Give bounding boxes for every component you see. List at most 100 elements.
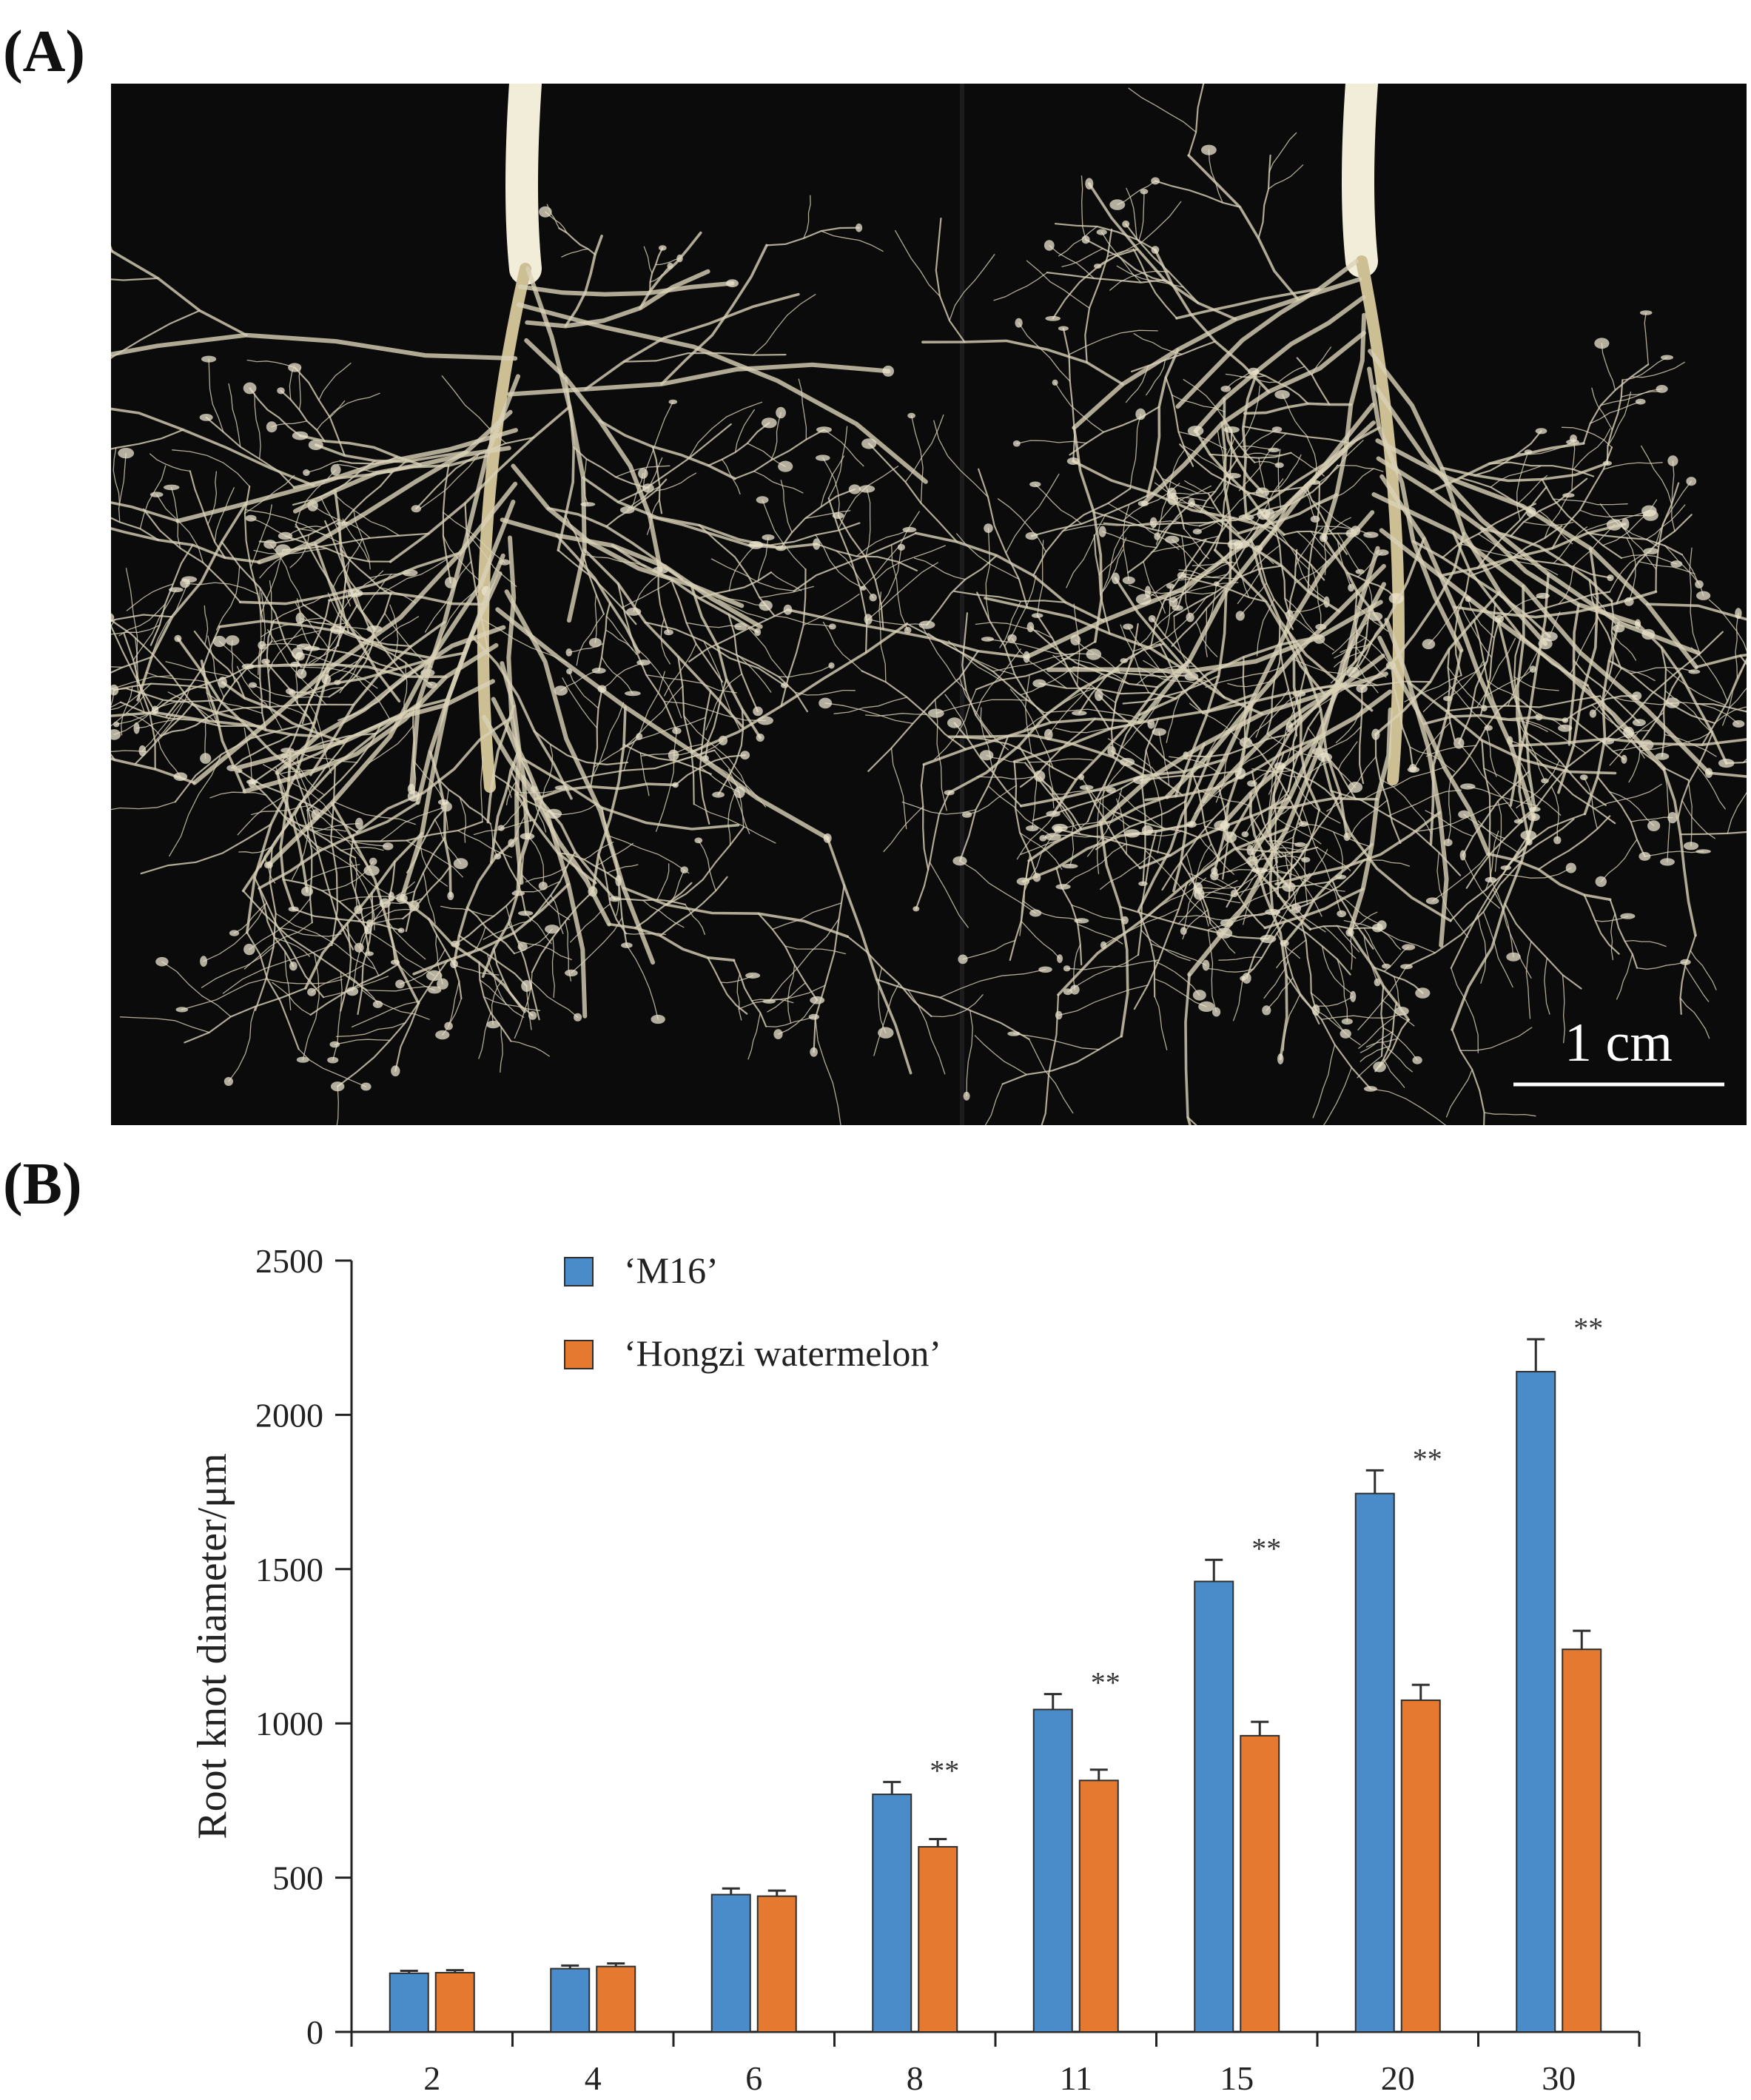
root-strand [1132, 248, 1177, 319]
root-strand [1227, 679, 1275, 688]
root-strand [734, 409, 756, 453]
root-knot [1274, 762, 1286, 770]
root-knot [1140, 189, 1149, 195]
root-strand [1380, 985, 1385, 1057]
root-knot [307, 987, 317, 996]
root-strand [1266, 643, 1283, 735]
root-strand [1319, 440, 1364, 483]
root-strand [1516, 759, 1560, 808]
root-strand [1523, 521, 1574, 526]
root-strand [698, 571, 773, 600]
root-strand [1602, 499, 1658, 546]
root-strand [649, 246, 664, 292]
bar-hongzi [756, 1895, 797, 2033]
root-knot [330, 625, 345, 634]
root-knot [331, 1081, 345, 1092]
root-knot [1570, 435, 1577, 443]
root-strand [214, 487, 235, 543]
root-knot [296, 643, 312, 650]
root-strand [1202, 896, 1241, 904]
root-knot [773, 1029, 783, 1039]
root-strand [1041, 993, 1060, 1125]
root-strand [111, 757, 196, 785]
x-tick-label: 11 [1060, 2059, 1092, 2097]
root-knot [1553, 836, 1562, 845]
root-strand [793, 532, 917, 592]
root-strand [765, 1016, 815, 1027]
root-strand [974, 1035, 1027, 1076]
root-knot [295, 651, 305, 661]
root-strand [727, 793, 735, 846]
y-tick-label: 1500 [255, 1551, 323, 1589]
root-strand [111, 689, 115, 707]
root-knot [1377, 920, 1387, 930]
root-strand [698, 839, 716, 892]
root-knot [369, 857, 377, 866]
root-strand [1465, 808, 1536, 889]
root-strand [1086, 714, 1140, 822]
root-strand [280, 389, 326, 442]
root-strand [984, 597, 1189, 673]
root-strand [1021, 920, 1061, 959]
root-strand [1024, 675, 1032, 754]
root-strand [1292, 654, 1321, 811]
root-strand [364, 929, 435, 976]
root-strand [700, 767, 740, 793]
root-knot [672, 727, 682, 735]
root-knot [810, 1047, 818, 1057]
root-strand [355, 675, 391, 722]
root-knot [1241, 831, 1249, 838]
root-strand [1357, 1055, 1382, 1078]
root-strand [975, 640, 1096, 691]
root-strand [249, 387, 301, 437]
legend-label-hongzi: ‘Hongzi watermelon’ [624, 1332, 941, 1374]
root-strand [1146, 819, 1214, 831]
root-strand [878, 591, 887, 683]
root-strand [1209, 922, 1236, 954]
root-strand [1232, 978, 1243, 1022]
root-strand [1564, 695, 1638, 722]
root-knot [1356, 684, 1368, 693]
root-strand [266, 500, 516, 868]
root-strand [1323, 1067, 1353, 1125]
root-knot [597, 685, 607, 693]
root-strand [237, 794, 287, 836]
root-strand [546, 204, 560, 229]
root-strand [1483, 1112, 1536, 1117]
root-strand [660, 244, 768, 386]
root-strand [1641, 445, 1673, 506]
root-strand [1725, 760, 1747, 765]
root-strand [1013, 1033, 1100, 1050]
root-knot [1285, 721, 1294, 733]
root-knot [1085, 178, 1094, 189]
root-strand [266, 620, 275, 709]
root-knot [1655, 753, 1670, 760]
significance-marker: ** [1251, 1532, 1281, 1565]
root-knot [753, 706, 763, 717]
root-knot [1524, 449, 1533, 454]
root-strand [1062, 327, 1076, 463]
root-strand [1137, 751, 1214, 912]
root-strand [562, 677, 598, 729]
root-strand [292, 908, 403, 932]
root-strand [354, 592, 407, 678]
root-strand [250, 504, 272, 568]
root-strand [1621, 391, 1661, 397]
root-strand [1223, 397, 1264, 494]
root-strand [623, 671, 665, 771]
root-strand [1569, 616, 1599, 675]
root-strand [1204, 825, 1254, 845]
root-strand [1690, 647, 1728, 702]
root-strand [1055, 725, 1134, 734]
root-knot [918, 620, 935, 629]
root-strand [935, 699, 1031, 714]
root-strand [1316, 526, 1372, 536]
root-strand [1242, 920, 1286, 979]
root-strand [1517, 474, 1548, 504]
root-strand [867, 618, 928, 625]
root-strand [1207, 930, 1217, 1013]
root-strand [172, 449, 250, 487]
root-strand [1284, 852, 1297, 909]
root-strand [1005, 473, 1060, 554]
root-strand [772, 902, 841, 930]
